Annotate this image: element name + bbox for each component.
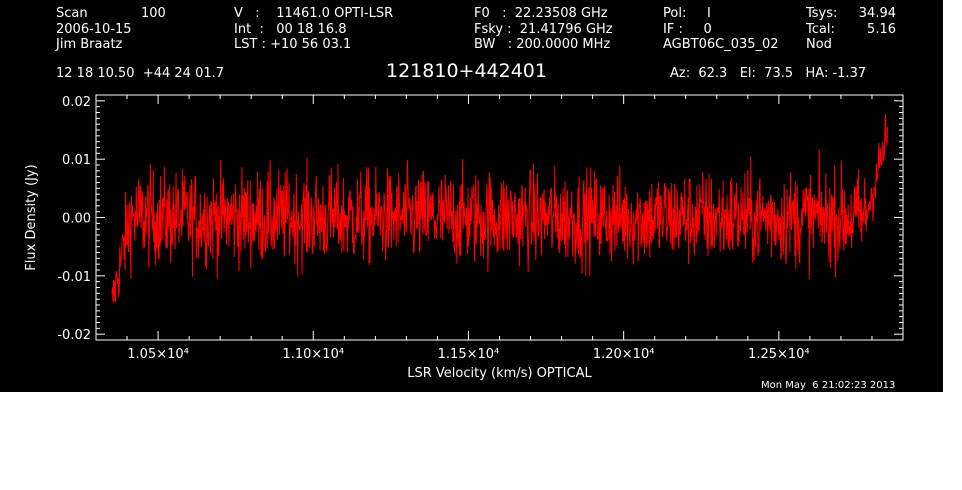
- plot-panel: Scan 100 2006-10-15 Jim Braatz V : 11461…: [0, 0, 943, 392]
- sky-frequency: Fsky : 21.41796 GHz: [474, 22, 613, 37]
- scan-number: 100: [141, 6, 166, 21]
- plot-timestamp: Mon May 6 21:02:23 2013: [761, 380, 896, 391]
- tsys-label: Tsys:: [806, 6, 838, 21]
- integration-info: Int : 00 18 16.8: [234, 22, 347, 37]
- tcal-label: Tcal:: [806, 22, 835, 37]
- x-axis-label: LSR Velocity (km/s) OPTICAL: [407, 366, 592, 381]
- if-number: IF : 0: [663, 22, 712, 37]
- y-tick-label: -0.01: [57, 270, 91, 285]
- x-tick-label: 1.05×10⁴: [127, 347, 189, 362]
- scan-label: Scan: [56, 6, 88, 21]
- spectrum-series-line: [111, 113, 888, 303]
- obs-date: 2006-10-15: [56, 22, 132, 37]
- procedure-mode: Nod: [806, 37, 832, 52]
- x-tick-label: 1.10×10⁴: [282, 347, 344, 362]
- polarization: Pol: I: [663, 6, 711, 21]
- source-coordinates: 12 18 10.50 +44 24 01.7: [56, 66, 225, 81]
- source-name: 121810+442401: [386, 60, 547, 82]
- y-tick-label: -0.02: [57, 328, 91, 343]
- tsys-value: 34.94: [858, 6, 896, 21]
- tcal-value: 5.16: [867, 22, 896, 37]
- observer: Jim Braatz: [56, 37, 123, 52]
- az-el-ha: Az: 62.3 El: 73.5 HA: -1.37: [670, 66, 867, 81]
- x-tick-label: 1.20×10⁴: [593, 347, 655, 362]
- rest-frequency: F0 : 22.23508 GHz: [474, 6, 608, 21]
- x-tick-label: 1.15×10⁴: [438, 347, 500, 362]
- x-tick-label: 1.25×10⁴: [748, 347, 810, 362]
- lst-info: LST : +10 56 03.1: [234, 37, 352, 52]
- bandwidth: BW : 200.0000 MHz: [474, 37, 611, 52]
- y-tick-label: 0.02: [62, 95, 91, 110]
- y-tick-label: 0.01: [62, 153, 91, 168]
- y-axis-label: Flux Density (Jy): [24, 164, 39, 270]
- y-tick-label: 0.00: [62, 212, 91, 227]
- velocity-info: V : 11461.0 OPTI-LSR: [234, 6, 394, 21]
- project-id: AGBT06C_035_02: [663, 37, 779, 52]
